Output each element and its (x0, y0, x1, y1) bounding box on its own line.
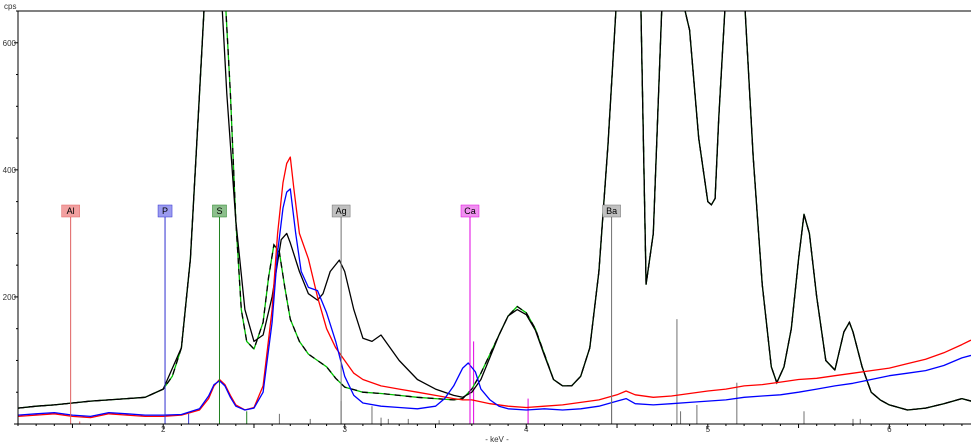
element-marker-box (331, 204, 351, 218)
element-markers: Al P S Ag Ca Ba (61, 204, 621, 424)
series-lines (18, 11, 971, 419)
series-line-1 (18, 11, 971, 411)
x-axis-title: - keV - (485, 435, 509, 444)
element-marker-label: S (216, 206, 222, 216)
series-line-2 (18, 156, 971, 419)
element-marker-label: Ag (336, 206, 347, 216)
y-tick-label: 600 (3, 39, 17, 48)
x-tick-label: 2 (161, 425, 166, 434)
y-tick-label: 400 (3, 166, 17, 175)
element-marker-s: S (212, 204, 227, 424)
element-marker-ag: Ag (331, 204, 351, 424)
element-marker-box (460, 204, 480, 218)
x-tick-label: 5 (706, 425, 711, 434)
element-marker-box (61, 204, 80, 218)
element-marker-label: Ba (606, 206, 617, 216)
element-marker-p: P (157, 204, 173, 424)
axis-ticks: 2 3 4 5 6 200 400 600 (3, 10, 963, 434)
series-line-3 (18, 188, 971, 418)
element-marker-box (157, 204, 173, 218)
axes (17, 10, 971, 425)
x-tick-label: 3 (343, 425, 348, 434)
element-marker-label: Ca (464, 206, 476, 216)
y-tick-label: 200 (3, 293, 17, 302)
y-axis-title: cps (4, 2, 16, 11)
element-marker-ca: Ca (460, 204, 480, 424)
x-tick-label: 4 (524, 425, 529, 434)
element-marker-box (602, 204, 621, 218)
element-marker-ba: Ba (602, 204, 621, 424)
x-tick-label: 6 (887, 425, 892, 434)
element-marker-label: P (162, 206, 168, 216)
element-marker-al: Al (61, 204, 80, 424)
element-marker-box (212, 204, 227, 218)
element-marker-label: Al (67, 206, 75, 216)
